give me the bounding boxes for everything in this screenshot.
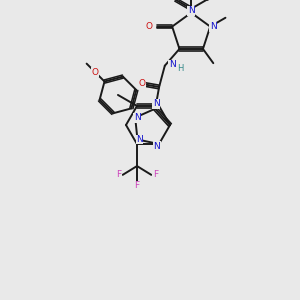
Text: F: F (153, 170, 158, 179)
Text: O: O (92, 68, 99, 77)
Text: F: F (134, 181, 140, 190)
Text: F: F (116, 170, 121, 179)
Text: N: N (134, 113, 141, 122)
Text: O: O (146, 22, 153, 31)
Text: O: O (92, 68, 99, 77)
Text: N: N (136, 135, 143, 144)
Text: N: N (210, 22, 217, 31)
Text: H: H (177, 64, 183, 73)
Text: N: N (153, 99, 159, 108)
Text: N: N (169, 60, 175, 69)
Text: N: N (154, 142, 160, 151)
Text: N: N (188, 6, 195, 15)
Text: O: O (139, 80, 145, 88)
